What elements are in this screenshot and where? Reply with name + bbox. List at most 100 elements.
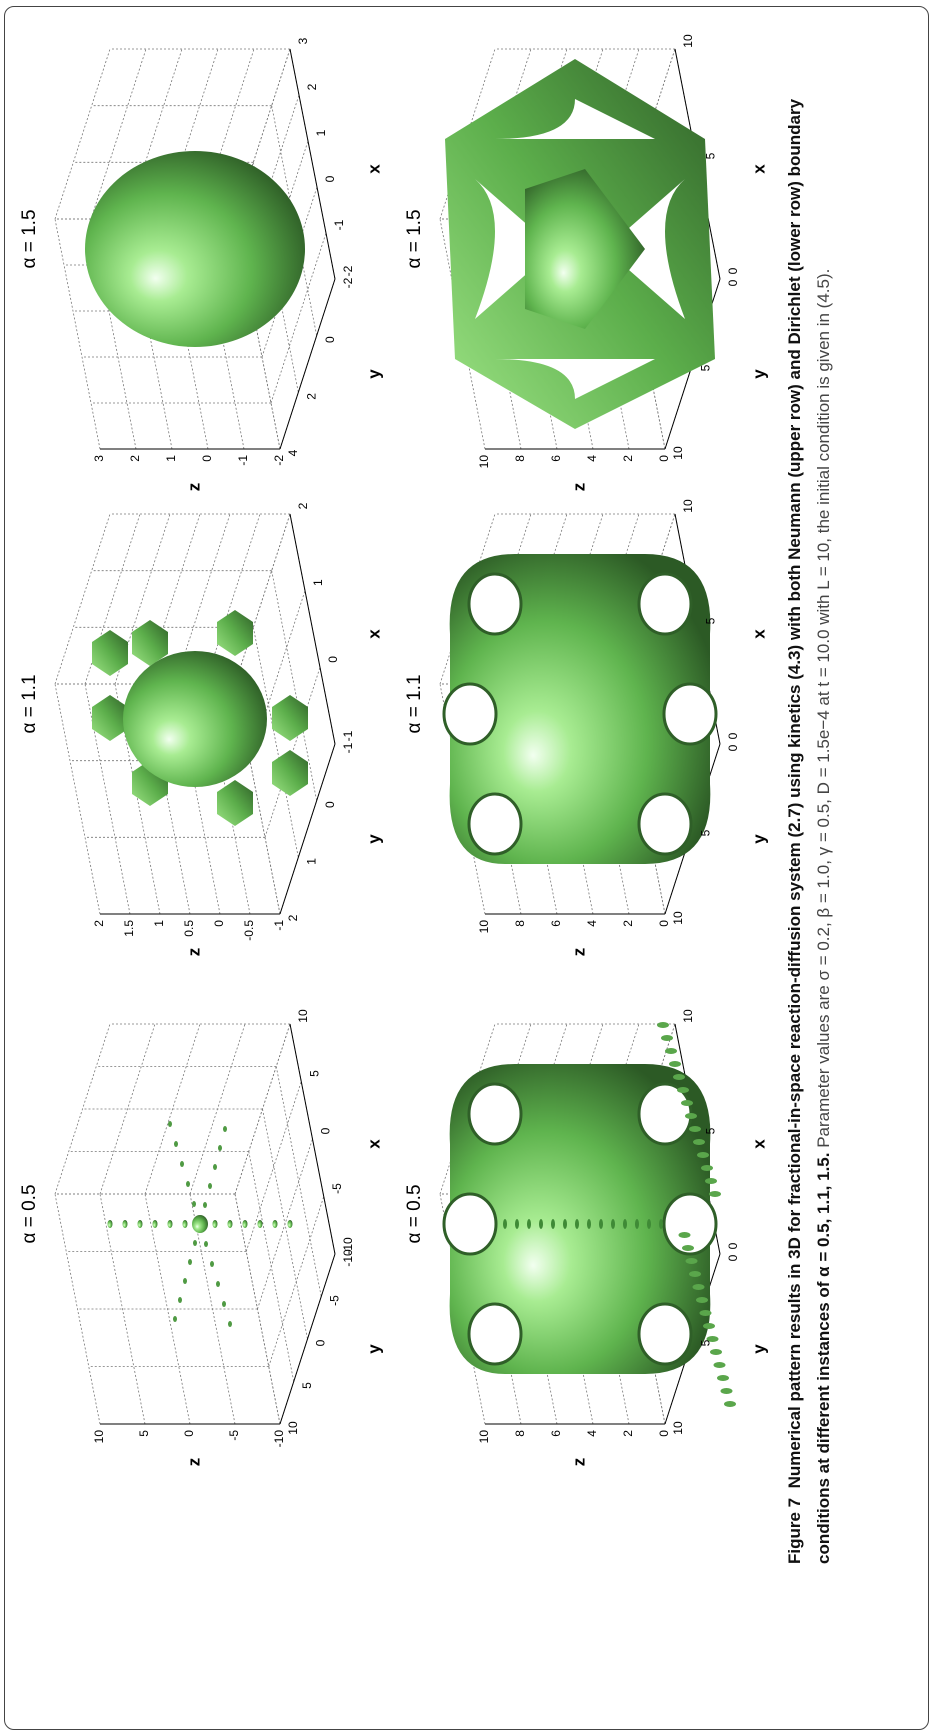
surface xyxy=(563,1219,567,1229)
surface xyxy=(228,1321,232,1327)
x-tick-label: 5 xyxy=(704,152,718,159)
surface xyxy=(180,1161,184,1167)
surface xyxy=(527,1219,531,1229)
surface xyxy=(208,1183,212,1189)
z-tick-label: 10 xyxy=(92,1430,106,1444)
panel: 21.510.50-0.5-1210-1-1012zyxα = 1.1 xyxy=(19,502,383,956)
surface xyxy=(714,1362,726,1368)
surface xyxy=(664,1194,716,1254)
panel: 108642010500510zyxα = 1.1 xyxy=(404,499,768,956)
z-tick-label: 0 xyxy=(212,920,226,927)
surface xyxy=(647,1219,651,1229)
surface xyxy=(709,1191,721,1197)
z-tick-label: -10 xyxy=(272,1430,286,1448)
panel-title: α = 0.5 xyxy=(404,1184,425,1243)
y-tick-label: 10 xyxy=(671,1421,685,1435)
caption: Figure 7 Numerical pattern results in 3D… xyxy=(780,24,838,1564)
surface xyxy=(85,151,305,347)
x-tick-label: 5 xyxy=(307,1070,321,1077)
z-axis-label: z xyxy=(569,948,588,957)
surface xyxy=(222,1301,226,1307)
z-tick-label: 8 xyxy=(513,455,527,462)
surface xyxy=(193,1240,197,1246)
y-axis-label: y xyxy=(749,369,768,379)
surface xyxy=(710,1349,722,1355)
rotated-figure: 1050-5-101050-5-10-10-50510zyxα = 0.521.… xyxy=(0,0,935,1734)
y-axis-label: y xyxy=(364,1344,383,1354)
axis-line xyxy=(290,1024,335,1254)
surface xyxy=(686,1258,698,1264)
surface xyxy=(186,1181,190,1187)
x-tick-label: -1 xyxy=(332,219,346,230)
y-tick-label: 10 xyxy=(671,446,685,460)
caption-label: Figure 7 xyxy=(785,1498,804,1564)
panel-title: α = 1.1 xyxy=(19,674,40,733)
surface xyxy=(696,1297,708,1303)
panel-title: α = 1.5 xyxy=(19,209,40,268)
z-tick-label: 1.5 xyxy=(122,920,136,937)
z-tick-label: 2 xyxy=(92,920,106,927)
x-tick-label: 3 xyxy=(296,37,310,44)
surface xyxy=(677,1087,689,1093)
x-tick-label: 1 xyxy=(311,579,325,586)
surface xyxy=(689,1271,701,1277)
x-tick-label: -2 xyxy=(341,265,355,276)
surface xyxy=(689,1126,701,1132)
surface xyxy=(192,1215,208,1233)
surface xyxy=(272,695,308,741)
z-axis-label: z xyxy=(569,483,588,492)
surface xyxy=(705,1178,717,1184)
surface xyxy=(123,651,267,787)
surface xyxy=(288,1220,293,1228)
surface xyxy=(444,1194,496,1254)
surface xyxy=(669,1061,681,1067)
surface xyxy=(444,684,496,744)
z-tick-label: 8 xyxy=(513,1430,527,1437)
x-tick-label: 5 xyxy=(704,1127,718,1134)
surface xyxy=(623,1219,627,1229)
surface xyxy=(153,1220,158,1228)
surface xyxy=(665,1048,677,1054)
surface xyxy=(539,1219,543,1229)
surface xyxy=(685,1113,697,1119)
panel: 108642010500510zyxα = 1.5 xyxy=(404,34,768,491)
y-tick-label: 0 xyxy=(323,801,337,808)
x-tick-label: 10 xyxy=(681,34,695,48)
surface xyxy=(639,794,691,854)
z-tick-label: -0.5 xyxy=(242,920,256,941)
z-tick-label: 0 xyxy=(200,455,214,462)
grid-line xyxy=(235,514,290,684)
x-tick-label: -1 xyxy=(341,730,355,741)
grid-line xyxy=(100,1194,145,1424)
panel-title: α = 0.5 xyxy=(19,1184,40,1243)
surface xyxy=(243,1220,248,1228)
surface xyxy=(469,574,521,634)
surface xyxy=(213,1164,217,1170)
surface xyxy=(693,1284,705,1290)
grid-line xyxy=(100,1024,155,1194)
surface xyxy=(664,684,716,744)
panel: 108642010500510zyxα = 0.5 xyxy=(404,1009,768,1466)
surface xyxy=(258,1220,263,1228)
surface xyxy=(657,1022,669,1028)
page: { "panels": [ {"title": "α = 0.5", "x_la… xyxy=(0,0,935,1734)
surface xyxy=(174,1141,178,1147)
y-tick-label: 0 xyxy=(314,1339,328,1346)
y-tick-label: 5 xyxy=(699,1339,713,1346)
panel-title: α = 1.5 xyxy=(404,209,425,268)
z-tick-label: 0 xyxy=(657,920,671,927)
surface xyxy=(697,1152,709,1158)
surface xyxy=(223,1126,227,1132)
surface xyxy=(679,1232,691,1238)
grid-line xyxy=(249,1152,294,1382)
surface xyxy=(587,1219,591,1229)
x-axis-label: x xyxy=(749,629,768,639)
grid-line xyxy=(276,1067,321,1297)
surface xyxy=(703,1323,715,1329)
caption-text: Parameter values are σ = 0.2, β = 1.0, γ… xyxy=(814,269,833,1148)
z-tick-label: 2 xyxy=(128,455,142,462)
y-tick-label: 0 xyxy=(323,336,337,343)
x-tick-label: 10 xyxy=(681,1009,695,1023)
surface xyxy=(168,1220,173,1228)
